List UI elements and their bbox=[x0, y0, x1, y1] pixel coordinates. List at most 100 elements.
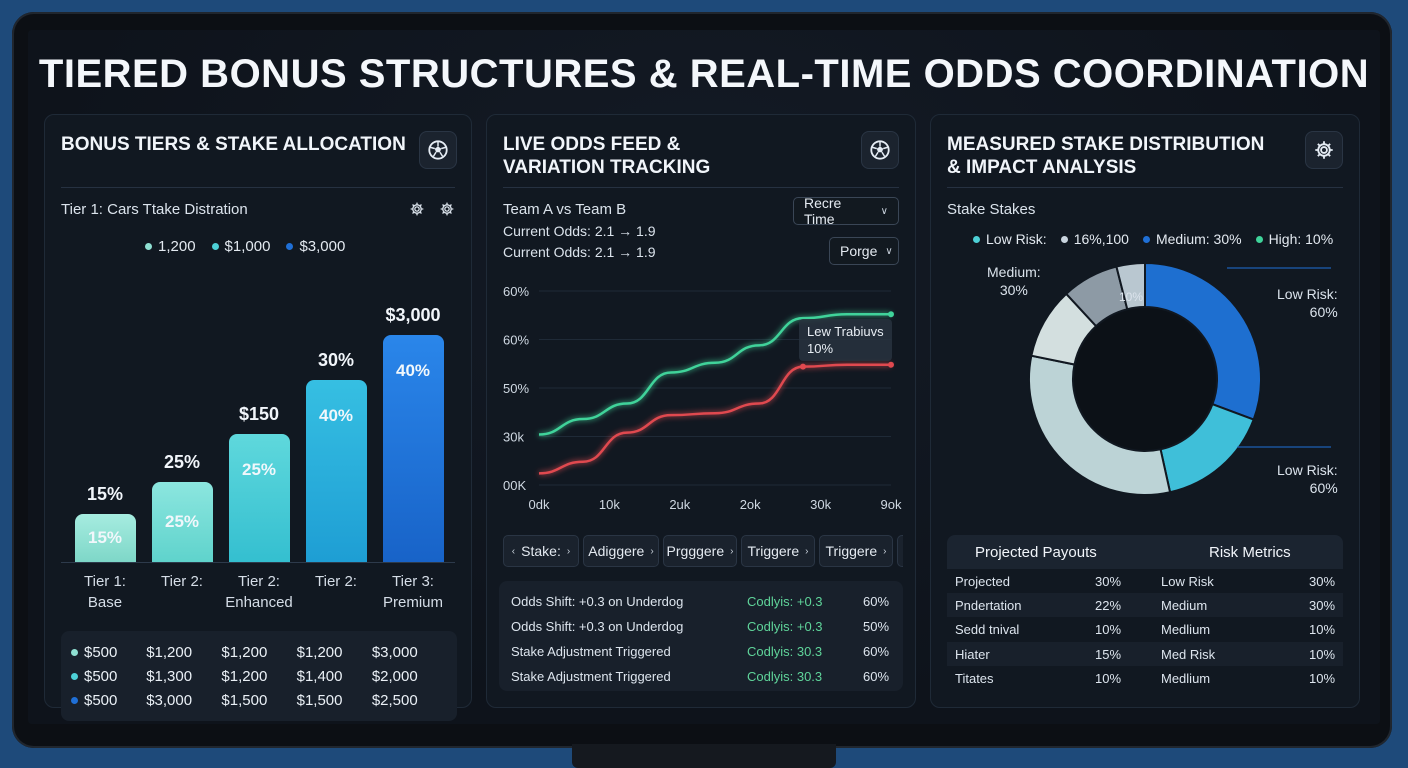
dashboard-screen: TIERED BONUS STRUCTURES & REAL-TIME ODDS… bbox=[28, 30, 1380, 724]
data-point bbox=[888, 311, 894, 318]
bar-inner-label: 40% bbox=[395, 361, 431, 380]
legend-dot bbox=[145, 243, 152, 250]
panel-title: MEASURED STAKE DISTRIBUTION & IMPACT ANA… bbox=[947, 134, 1265, 178]
x-tick-label: 2uk bbox=[669, 497, 690, 512]
row-dot bbox=[71, 673, 78, 680]
legend-dot bbox=[1142, 235, 1150, 243]
tier-amount-table: $500 $1,200 $1,200 $1,200 $3,000 $500 $1… bbox=[61, 631, 457, 721]
tab-overflow[interactable] bbox=[897, 535, 903, 567]
gear-icon[interactable] bbox=[439, 201, 455, 217]
callout-low-risk: Low Risk: 60% bbox=[1277, 462, 1338, 496]
bar-category-label: Tier 3: Premium bbox=[382, 573, 443, 611]
tab-triggere[interactable]: Triggere › bbox=[741, 535, 815, 567]
bar-top-label: 25% bbox=[163, 452, 201, 472]
divider bbox=[61, 187, 455, 188]
bar-category-label: Tier 2: bbox=[161, 573, 203, 590]
odds-line-green bbox=[538, 313, 891, 436]
tab-triggere[interactable]: Triggere › bbox=[819, 535, 893, 567]
stake-donut-chart bbox=[1028, 261, 1331, 496]
legend-dot bbox=[1255, 235, 1263, 243]
donut-legend: Low Risk: 16%,100 Medium: 30% High: 10% bbox=[973, 231, 1333, 247]
x-tick-label: 9ok bbox=[881, 497, 902, 512]
divider bbox=[947, 187, 1343, 188]
gear-icon[interactable] bbox=[1305, 131, 1343, 169]
odds-event-log bbox=[499, 581, 903, 691]
bar: 40% bbox=[382, 335, 444, 562]
table-row: Sedd tnival 10% Medlium 10% bbox=[955, 622, 1336, 637]
legend-dot bbox=[1060, 235, 1068, 243]
bar-legend: 1,200 $1,000 $3,000 bbox=[145, 238, 345, 255]
table-row: Pndertation 22% Medium 30% bbox=[947, 593, 1343, 617]
divider bbox=[503, 187, 899, 188]
tab-adiggere[interactable]: Adiggere › bbox=[583, 535, 659, 567]
page-title: TIERED BONUS STRUCTURES & REAL-TIME ODDS… bbox=[38, 52, 1370, 96]
legend-item: $1,000 bbox=[211, 238, 270, 255]
data-point bbox=[800, 363, 806, 370]
table-row: $500 $3,000 $1,500 $1,500 $2,500 bbox=[71, 692, 447, 709]
bar-inner-label: 15% bbox=[87, 528, 123, 547]
legend-dot bbox=[286, 243, 294, 250]
soccer-ball-icon[interactable] bbox=[419, 131, 457, 169]
odds-line-red bbox=[538, 363, 891, 475]
soccer-ball-icon[interactable] bbox=[861, 131, 899, 169]
y-tick-label: 50% bbox=[503, 381, 529, 396]
chart-annotation: Lew Trabiuvs 10% bbox=[799, 319, 892, 361]
gear-icon[interactable] bbox=[409, 201, 425, 217]
event-row: Odds Shift: +0.3 on Underdog Codlyis: +0.… bbox=[511, 619, 890, 634]
chevron-right-icon: › bbox=[730, 545, 734, 557]
legend-item: $3,000 bbox=[286, 238, 345, 255]
chevron-down-icon: ∨ bbox=[885, 245, 893, 257]
match-label: Team A vs Team B bbox=[503, 201, 627, 218]
legend-item: 16%,100 bbox=[1060, 231, 1129, 247]
legend-item: High: 10% bbox=[1255, 231, 1333, 247]
legend-item: 1,200 bbox=[145, 238, 196, 255]
x-tick-label: 30k bbox=[810, 497, 831, 512]
metrics-table-header: Projected Payouts Risk Metrics bbox=[947, 535, 1343, 569]
bar-category-label: Tier 2: bbox=[315, 573, 357, 590]
stake-distribution-panel: MEASURED STAKE DISTRIBUTION & IMPACT ANA… bbox=[930, 114, 1360, 708]
bar-top-label: 30% bbox=[317, 350, 355, 370]
table-row: Projected 30% Low Risk 30% bbox=[955, 574, 1336, 589]
legend-dot bbox=[211, 243, 219, 250]
bar-top-label: 15% bbox=[86, 484, 124, 504]
bar-inner-label: 40% bbox=[318, 406, 354, 425]
data-point bbox=[888, 361, 894, 368]
y-tick-label: 60% bbox=[503, 333, 529, 348]
event-row: Odds Shift: +0.3 on Underdog Codlyis: +0.… bbox=[511, 594, 890, 609]
bar: 25% bbox=[228, 434, 290, 562]
current-odds: Current Odds: 2.1 → 1.9 bbox=[503, 223, 656, 239]
x-tick-label: 2ok bbox=[740, 497, 761, 512]
bar-inner-label: 25% bbox=[241, 460, 277, 479]
filter-dropdown[interactable]: Porge ∨ bbox=[829, 237, 899, 265]
y-tick-label: 30k bbox=[503, 430, 524, 445]
tier-subtitle: Tier 1: Cars Ttake Distration bbox=[61, 201, 248, 218]
column-header: Projected Payouts bbox=[975, 544, 1097, 561]
tab-stake[interactable]: ‹ Stake: › bbox=[503, 535, 579, 567]
table-row: Hiater 15% Med Risk 10% bbox=[947, 642, 1343, 666]
x-tick-label: 0dk bbox=[529, 497, 550, 512]
donut-slice bbox=[1115, 261, 1146, 311]
event-row: Stake Adjustment Triggered Codlyis: 30.3 6… bbox=[511, 644, 890, 659]
legend-dot bbox=[973, 235, 980, 243]
live-odds-panel: LIVE ODDS FEED & VARIATION TRACKING Team… bbox=[486, 114, 916, 708]
bar-inner-label: 25% bbox=[164, 512, 200, 531]
chevron-right-icon: › bbox=[566, 545, 571, 557]
donut-slice bbox=[1028, 354, 1172, 496]
column-header: Risk Metrics bbox=[1209, 544, 1291, 561]
time-range-dropdown[interactable]: Recre Time ∨ bbox=[793, 195, 899, 227]
bar: 15% bbox=[74, 514, 136, 562]
tab-prgggere[interactable]: Prgggere › bbox=[663, 535, 737, 567]
bar-category-label: Tier 2: Enhanced bbox=[225, 573, 293, 611]
row-dot bbox=[71, 649, 78, 656]
callout-medium: Medium: 30% bbox=[987, 264, 1041, 298]
table-row: $500 $1,200 $1,200 $1,200 $3,000 bbox=[71, 644, 447, 661]
bar: 25% bbox=[151, 482, 213, 562]
panel-title: LIVE ODDS FEED & VARIATION TRACKING bbox=[503, 134, 711, 178]
y-tick-label: 00K bbox=[503, 478, 526, 493]
bar-top-label: $3,000 bbox=[385, 305, 441, 325]
monitor-stand bbox=[572, 744, 836, 768]
legend-item: Medium: 30% bbox=[1142, 231, 1242, 247]
legend-item: Low Risk: bbox=[973, 231, 1047, 247]
donut-hole bbox=[1074, 308, 1216, 450]
